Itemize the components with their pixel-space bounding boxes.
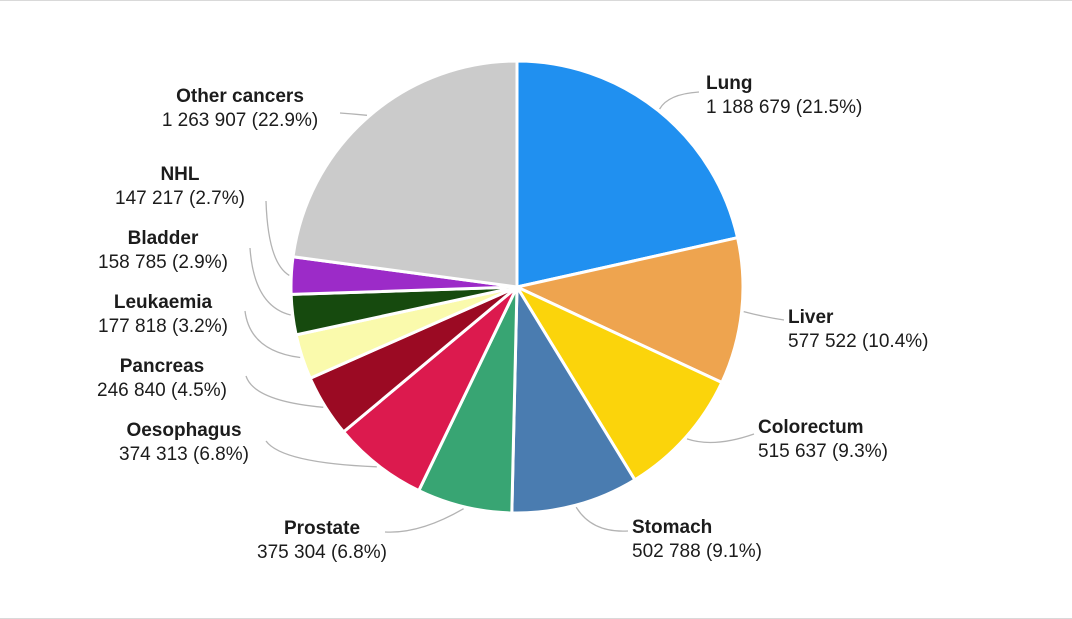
pie-slice-liver [515, 236, 745, 385]
slice-value: 1 263 907 (22.9%) [161, 110, 319, 131]
slice-name: Lung [706, 73, 753, 94]
pie-slice-other-cancers [291, 59, 519, 289]
slice-label-colorectum: Colorectum 515 637 (9.3%) [758, 416, 888, 464]
slice-name: Stomach [632, 517, 713, 538]
slice-name: Prostate [283, 518, 361, 539]
leader-line-other-cancers [339, 112, 368, 116]
slice-label-liver: Liver 577 522 (10.4%) [788, 306, 929, 354]
pie-slice-colorectum [515, 285, 724, 482]
leader-line-pancreas [245, 375, 324, 408]
slice-label-bladder: Bladder 158 785 (2.9%) [98, 227, 228, 275]
slice-value: 374 313 (6.8%) [119, 444, 249, 465]
slice-name: Colorectum [758, 417, 864, 438]
leader-line-prostate [384, 508, 464, 533]
leader-line-lung [659, 91, 700, 110]
leader-line-colorectum [686, 433, 755, 444]
slice-name: Pancreas [119, 356, 205, 377]
slice-label-leukaemia: Leukaemia 177 818 (3.2%) [98, 291, 228, 339]
leader-line-oesophagus [265, 440, 377, 468]
slice-value: 515 637 (9.3%) [758, 441, 888, 462]
slice-value: 502 788 (9.1%) [632, 541, 762, 562]
slice-value: 577 522 (10.4%) [788, 331, 929, 352]
slice-value: 158 785 (2.9%) [98, 252, 228, 273]
slice-label-oesophagus: Oesophagus 374 313 (6.8%) [119, 419, 249, 467]
slice-value: 246 840 (4.5%) [97, 380, 227, 401]
leader-line-stomach [575, 506, 629, 532]
leader-line-leukaemia [244, 310, 301, 359]
slice-value: 177 818 (3.2%) [98, 316, 228, 337]
slice-name: Other cancers [176, 86, 304, 107]
slice-label-lung: Lung 1 188 679 (21.5%) [706, 72, 862, 120]
slice-value: 1 188 679 (21.5%) [706, 97, 863, 118]
slice-name: Oesophagus [126, 420, 242, 441]
slice-name: Liver [788, 307, 834, 328]
slice-label-nhl: NHL 147 217 (2.7%) [115, 163, 245, 211]
slice-name: NHL [160, 164, 200, 185]
slice-label-stomach: Stomach 502 788 (9.1%) [632, 516, 762, 564]
slice-value: 375 304 (6.8%) [257, 542, 387, 563]
frame-border-top [0, 0, 1072, 1]
slice-label-prostate: Prostate 375 304 (6.8%) [257, 517, 387, 565]
leader-line-bladder [249, 247, 291, 316]
pie-slice-lung [515, 59, 740, 289]
slice-label-other-cancers: Other cancers 1 263 907 (22.9%) [162, 85, 318, 133]
slice-name: Bladder [127, 228, 199, 249]
leader-line-liver [743, 310, 785, 321]
slice-value: 147 217 (2.7%) [115, 188, 245, 209]
pie-slice-stomach [510, 285, 637, 515]
leader-line-nhl [265, 200, 290, 276]
slice-name: Leukaemia [113, 292, 213, 313]
slice-label-pancreas: Pancreas 246 840 (4.5%) [97, 355, 227, 403]
